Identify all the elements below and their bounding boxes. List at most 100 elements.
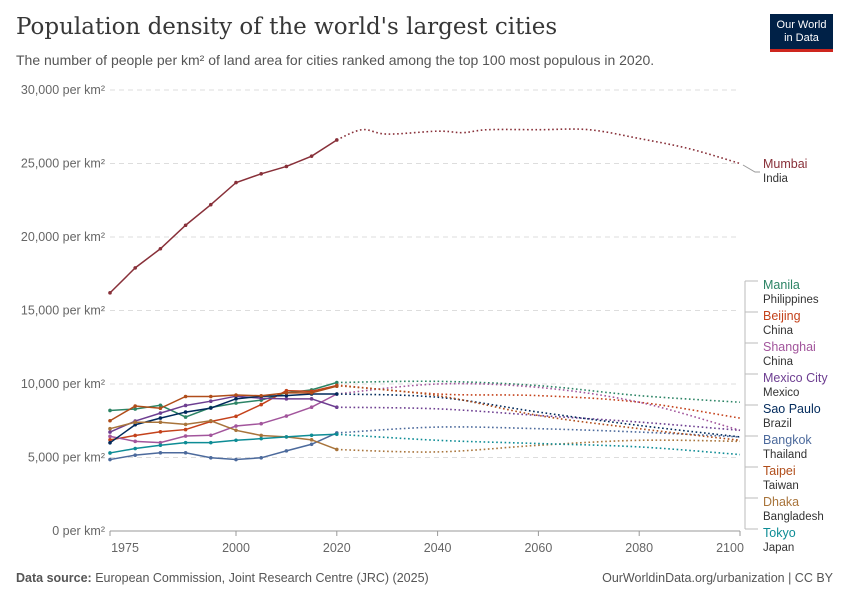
data-point bbox=[158, 440, 163, 445]
data-point bbox=[309, 438, 314, 442]
data-point bbox=[158, 406, 163, 411]
projection-line-tokyo bbox=[336, 433, 741, 456]
data-point bbox=[335, 380, 339, 385]
projection-line-bangkok bbox=[336, 426, 741, 438]
x-tick-label: 1975 bbox=[111, 541, 139, 555]
series-line-taipei bbox=[109, 385, 337, 422]
data-point bbox=[108, 408, 112, 413]
data-point bbox=[259, 402, 264, 407]
legend-label: Sao Paulo bbox=[763, 402, 821, 416]
series-line-shanghai bbox=[109, 393, 338, 444]
data-point bbox=[259, 436, 264, 441]
legend-country: Brazil bbox=[763, 418, 792, 430]
data-point bbox=[133, 453, 137, 457]
legend-country: China bbox=[763, 356, 794, 368]
data-point bbox=[209, 418, 213, 423]
data-point bbox=[158, 411, 163, 415]
legend-country: Japan bbox=[763, 542, 794, 554]
chart-title: Population density of the world's larges… bbox=[16, 14, 558, 40]
data-point bbox=[183, 422, 188, 427]
data-point bbox=[209, 399, 213, 403]
data-point bbox=[234, 414, 238, 419]
data-point bbox=[133, 446, 137, 451]
data-point bbox=[133, 266, 137, 270]
x-tick-label: 2060 bbox=[524, 541, 552, 555]
data-point bbox=[309, 397, 314, 401]
data-point bbox=[158, 450, 163, 455]
series-line-beijing bbox=[109, 384, 337, 441]
series-line-tokyo bbox=[109, 433, 337, 454]
projection-line-shanghai bbox=[336, 382, 741, 432]
data-point bbox=[133, 422, 137, 427]
data-point bbox=[133, 404, 137, 408]
projection-line-mumbai bbox=[336, 128, 741, 165]
legend-country: Mexico bbox=[763, 387, 799, 399]
data-point bbox=[158, 416, 163, 420]
data-point bbox=[108, 291, 112, 295]
y-tick-label: 30,000 per km² bbox=[21, 83, 105, 97]
data-point bbox=[234, 397, 238, 401]
x-tick-label: 2080 bbox=[625, 541, 653, 555]
y-tick-label: 15,000 per km² bbox=[21, 304, 105, 318]
data-point bbox=[234, 393, 238, 397]
data-point bbox=[284, 414, 289, 418]
legend-connector bbox=[742, 164, 760, 173]
data-point bbox=[309, 154, 314, 158]
legend-label: Dhaka bbox=[763, 495, 799, 509]
legend-label: Taipei bbox=[763, 464, 796, 478]
data-point bbox=[133, 407, 137, 411]
data-point bbox=[158, 403, 163, 408]
data-point bbox=[284, 435, 289, 439]
y-tick-label: 10,000 per km² bbox=[21, 377, 105, 391]
data-point bbox=[284, 164, 289, 169]
data-point bbox=[309, 391, 314, 395]
data-point bbox=[183, 410, 188, 414]
data-point bbox=[108, 451, 112, 455]
data-point bbox=[158, 443, 163, 448]
legend-country: Thailand bbox=[763, 449, 807, 461]
y-tick-label: 25,000 per km² bbox=[21, 157, 105, 171]
data-point bbox=[209, 406, 213, 410]
x-tick-label: 2100 bbox=[716, 541, 744, 555]
data-point bbox=[108, 438, 112, 442]
data-point bbox=[335, 392, 339, 396]
legend-label: Shanghai bbox=[763, 340, 816, 354]
data-point bbox=[309, 405, 314, 410]
legend-country: India bbox=[763, 173, 789, 185]
data-point bbox=[284, 397, 289, 401]
projection-line-mexico-city bbox=[336, 406, 741, 432]
series-line-sao-paulo bbox=[109, 393, 337, 444]
data-point bbox=[183, 434, 188, 438]
legend-label: Mumbai bbox=[763, 157, 807, 171]
x-tick-label: 2000 bbox=[222, 541, 250, 555]
owid-logo[interactable]: Our World in Data bbox=[770, 14, 833, 52]
data-point bbox=[183, 403, 188, 408]
legend-country: Philippines bbox=[763, 294, 819, 306]
legend-country: Bangladesh bbox=[763, 511, 824, 523]
data-point bbox=[335, 447, 339, 452]
source-url[interactable]: OurWorldinData.org/urbanization | CC BY bbox=[602, 571, 833, 585]
data-point bbox=[108, 441, 112, 445]
data-point bbox=[259, 421, 264, 426]
data-point bbox=[133, 420, 137, 425]
series-line-mumbai bbox=[109, 139, 338, 294]
data-point bbox=[183, 394, 188, 399]
y-tick-label: 0 per km² bbox=[52, 524, 105, 538]
data-point bbox=[133, 433, 137, 438]
data-point bbox=[108, 457, 112, 462]
legend-label: Beijing bbox=[763, 309, 801, 323]
legend-label: Manila bbox=[763, 278, 800, 292]
data-point bbox=[284, 449, 289, 453]
data-point bbox=[158, 429, 163, 434]
chart-subtitle: The number of people per km² of land are… bbox=[16, 52, 655, 68]
logo-line1: Our World bbox=[776, 19, 827, 31]
data-point bbox=[309, 442, 314, 447]
data-point bbox=[183, 223, 188, 228]
series-line-bangkok bbox=[109, 432, 338, 461]
data-point bbox=[234, 401, 238, 405]
data-point bbox=[335, 432, 339, 437]
data-point bbox=[259, 455, 264, 460]
projection-line-taipei bbox=[336, 384, 741, 442]
data-point bbox=[335, 384, 339, 389]
